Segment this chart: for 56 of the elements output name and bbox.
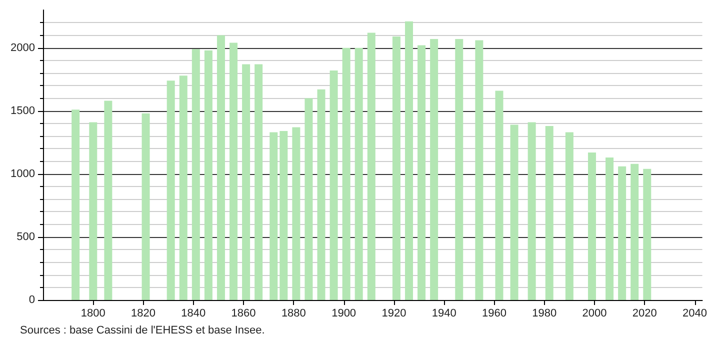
bar [230, 42, 238, 300]
bar [89, 122, 98, 300]
x-tick-label: 1940 [432, 308, 456, 320]
bar [606, 158, 614, 300]
x-tick-label: 2040 [682, 308, 708, 320]
bar [418, 45, 426, 300]
bar [354, 48, 363, 300]
bar [342, 48, 350, 300]
bar [430, 39, 438, 300]
bar [528, 122, 536, 300]
bar [392, 36, 400, 300]
bar [510, 124, 518, 300]
x-tick-label: 2020 [632, 308, 657, 320]
x-tick-label: 1880 [281, 308, 306, 320]
bar [179, 76, 188, 300]
bar [618, 166, 626, 300]
y-tick-label: 500 [16, 230, 35, 243]
bar [643, 168, 652, 300]
y-tick-label: 0 [28, 294, 35, 306]
bar [204, 50, 212, 300]
bar [630, 164, 639, 300]
x-tick-label: 1900 [332, 308, 356, 320]
bar [455, 39, 464, 300]
x-tick-label: 1820 [131, 308, 156, 320]
bar [280, 131, 288, 300]
bar [367, 32, 376, 300]
bar [545, 126, 554, 300]
x-tick-label: 1960 [482, 308, 506, 320]
bar [292, 127, 300, 300]
bar [72, 110, 80, 300]
bar [495, 90, 504, 300]
y-tick-label: 1500 [10, 104, 35, 117]
bar [475, 40, 484, 300]
bar [588, 152, 596, 300]
bar [565, 132, 574, 300]
bar [166, 80, 175, 300]
bar [254, 64, 263, 300]
x-tick-label: 1920 [382, 308, 406, 320]
bar [242, 64, 250, 300]
y-tick-label: 1000 [10, 168, 35, 180]
bar [216, 35, 225, 300]
bar [142, 113, 150, 300]
x-tick-label: 1840 [181, 308, 206, 320]
bar [270, 132, 278, 300]
bar [304, 98, 313, 300]
x-tick-label: 1800 [80, 308, 106, 320]
bar [404, 21, 413, 300]
x-tick-label: 1980 [532, 308, 557, 320]
bar [192, 49, 200, 300]
bar [317, 89, 326, 300]
bar [330, 70, 338, 300]
x-tick-label: 2000 [582, 308, 607, 320]
x-tick-label: 1860 [231, 308, 256, 320]
bar [104, 100, 112, 300]
source-note: Sources : base Cassini de l'EHESS et base Insee. [20, 324, 265, 336]
y-tick-label: 2000 [10, 42, 35, 54]
